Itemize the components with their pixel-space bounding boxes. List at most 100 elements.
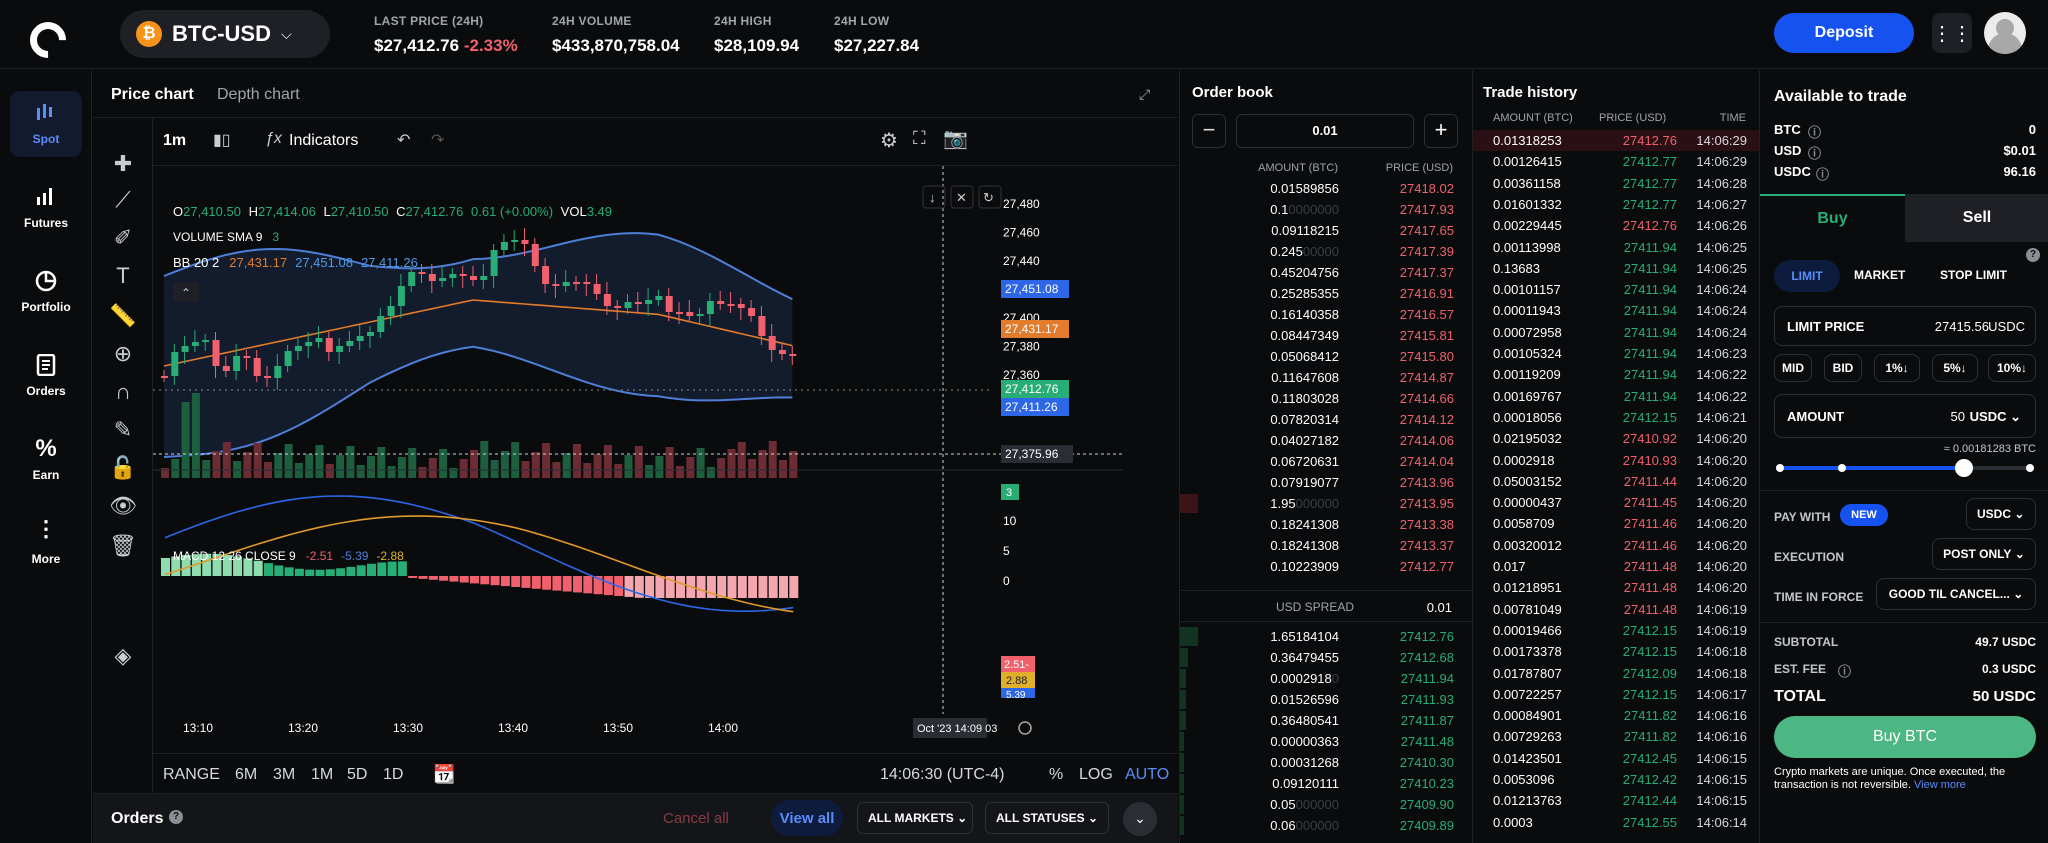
bid-row[interactable]: 0.00031268 27410.30 <box>1180 752 1472 773</box>
fullscreen-icon[interactable]: ⛶ <box>913 128 926 148</box>
ask-row[interactable]: 0.11803028 27414.66 <box>1180 388 1472 409</box>
price-chart[interactable]: O27,410.50 H27,414.06 L27,410.50 C27,412… <box>153 166 1178 753</box>
execution-dropdown[interactable]: POST ONLY ⌄ <box>1932 538 2036 570</box>
range-1d[interactable]: 1D <box>383 766 404 783</box>
range-1m[interactable]: 1M <box>311 766 334 783</box>
tab-price-chart[interactable]: Price chart <box>111 86 194 103</box>
expand-icon[interactable]: ⤢ <box>1139 86 1151 102</box>
candle-type-icon[interactable]: ▮▯ <box>213 132 231 149</box>
nav-orders[interactable]: Orders <box>10 343 82 409</box>
bid-row[interactable]: 0.00029180 27411.94 <box>1180 668 1472 689</box>
limit-price-field[interactable]: LIMIT PRICE 27415.56 USDC <box>1774 306 2036 346</box>
bid-row[interactable]: 0.09120111 27410.23 <box>1180 773 1472 794</box>
minus-10pct-button[interactable]: 10%↓ <box>1988 354 2036 382</box>
range-6m[interactable]: 6M <box>235 766 258 783</box>
coinbase-logo-icon[interactable] <box>22 14 74 66</box>
pay-with-dropdown[interactable]: USDC ⌄ <box>1966 498 2036 530</box>
clock-display[interactable]: 14:06:30 (UTC-4) <box>880 766 1005 783</box>
ask-row[interactable]: 0.05068412 27415.80 <box>1180 346 1472 367</box>
buy-btc-button[interactable]: Buy BTC <box>1774 716 2036 758</box>
percent-scale-toggle[interactable]: % <box>1049 766 1064 783</box>
lock-icon[interactable]: 🔓 <box>109 455 137 480</box>
bid-row[interactable]: 0.01526596 27411.93 <box>1180 689 1472 710</box>
ask-row[interactable]: 0.24500000 27417.39 <box>1180 241 1472 262</box>
ask-row[interactable]: 0.25285355 27416.91 <box>1180 283 1472 304</box>
minus-5pct-button[interactable]: 5%↓ <box>1932 354 1978 382</box>
help-icon[interactable]: ? <box>2026 248 2040 262</box>
ask-row[interactable]: 0.06720631 27414.04 <box>1180 451 1472 472</box>
ruler-icon[interactable]: 📏 <box>109 303 137 328</box>
ask-row[interactable]: 0.16140358 27416.57 <box>1180 304 1472 325</box>
decrease-increment-button[interactable]: − <box>1192 114 1226 148</box>
chart-settings-icon[interactable] <box>1018 721 1032 735</box>
nav-spot[interactable]: Spot <box>10 91 82 157</box>
nav-futures[interactable]: Futures <box>10 175 82 241</box>
brush-icon[interactable]: ✐ <box>113 225 133 250</box>
layers-icon[interactable]: ◈ <box>114 643 132 668</box>
ask-row[interactable]: 0.10223909 27412.77 <box>1180 556 1472 577</box>
text-tool-icon[interactable]: T <box>116 263 130 288</box>
ask-row[interactable]: 0.11647608 27414.87 <box>1180 367 1472 388</box>
info-icon[interactable]: ⓘ <box>1816 167 1830 182</box>
tif-dropdown[interactable]: GOOD TIL CANCEL... ⌄ <box>1876 578 2036 610</box>
ask-row[interactable]: 0.10000000 27417.93 <box>1180 199 1472 220</box>
pane-controls[interactable]: ↓ ✕ ↻ <box>922 185 1002 209</box>
nav-more[interactable]: ⋮ More <box>10 511 82 577</box>
order-type-stop-limit[interactable]: STOP LIMIT <box>1940 268 2007 282</box>
zoom-in-icon[interactable]: ⊕ <box>113 341 133 366</box>
indicators-button[interactable]: Indicators <box>289 132 359 149</box>
cancel-all-button[interactable]: Cancel all <box>663 810 729 827</box>
pair-selector[interactable]: ₿ BTC-USD ⌵ <box>120 10 330 58</box>
ask-row[interactable]: 0.18241308 27413.38 <box>1180 514 1472 535</box>
sell-tab[interactable]: Sell <box>1905 194 2048 242</box>
info-icon[interactable]: ⓘ <box>1808 146 1822 161</box>
minus-1pct-button[interactable]: 1%↓ <box>1874 354 1920 382</box>
slider-handle[interactable] <box>1955 459 1973 477</box>
order-type-market[interactable]: MARKET <box>1854 268 1906 282</box>
bid-row[interactable]: 0.06000000 27409.89 <box>1180 815 1472 836</box>
log-scale-toggle[interactable]: LOG <box>1079 766 1113 783</box>
order-type-limit[interactable]: LIMIT <box>1774 260 1840 292</box>
ask-row[interactable]: 0.09118215 27417.65 <box>1180 220 1472 241</box>
info-icon[interactable]: ⓘ <box>1838 664 1852 679</box>
pencil-lock-icon[interactable]: ✎ <box>113 417 133 442</box>
undo-icon[interactable]: ↶ <box>397 132 411 149</box>
ask-row[interactable]: 0.45204756 27417.37 <box>1180 262 1472 283</box>
mid-price-button[interactable]: MID <box>1774 354 1812 382</box>
eye-icon[interactable]: 👁 <box>109 493 137 518</box>
ask-row[interactable]: 0.08447349 27415.81 <box>1180 325 1472 346</box>
magnet-icon[interactable]: ∩ <box>115 379 131 404</box>
chevron-down-icon[interactable]: ⌄ <box>1123 802 1157 836</box>
apps-grid-icon[interactable]: ⋮⋮ <box>1932 13 1972 53</box>
deposit-button[interactable]: Deposit <box>1774 13 1914 53</box>
info-icon[interactable]: ? <box>169 810 183 824</box>
increment-value[interactable]: 0.01 <box>1236 114 1414 148</box>
increase-increment-button[interactable]: + <box>1424 114 1458 148</box>
info-icon[interactable]: ⓘ <box>1808 125 1822 140</box>
statuses-dropdown[interactable]: ALL STATUSES ⌄ <box>985 802 1109 834</box>
interval-selector[interactable]: 1m <box>163 132 187 149</box>
bid-row[interactable]: 0.00000363 27411.48 <box>1180 731 1472 752</box>
nav-portfolio[interactable]: Portfolio <box>10 259 82 325</box>
range-5d[interactable]: 5D <box>347 766 368 783</box>
crosshair-icon[interactable]: ✚ <box>113 151 133 176</box>
ask-row[interactable]: 0.07820314 27414.12 <box>1180 409 1472 430</box>
settings-gear-icon[interactable]: ⚙ <box>880 130 898 152</box>
auto-scale-toggle[interactable]: AUTO <box>1125 766 1170 783</box>
nav-earn[interactable]: % Earn <box>10 427 82 493</box>
trendline-icon[interactable]: ⟋ <box>115 187 131 212</box>
markets-dropdown[interactable]: ALL MARKETS ⌄ <box>857 802 973 834</box>
range-3m[interactable]: 3M <box>273 766 296 783</box>
date-range-icon[interactable]: 📆 <box>433 764 456 784</box>
bid-row[interactable]: 0.36479455 27412.68 <box>1180 647 1472 668</box>
bid-row[interactable]: 0.36480541 27411.87 <box>1180 710 1472 731</box>
trash-icon[interactable]: 🗑 <box>109 533 137 558</box>
function-icon[interactable]: ƒx <box>265 130 282 147</box>
amount-unit-dropdown[interactable]: USDC ⌄ <box>1969 409 2021 424</box>
bid-row[interactable]: 0.05000000 27409.90 <box>1180 794 1472 815</box>
amount-field[interactable]: AMOUNT 50 USDC ⌄ <box>1774 394 2036 438</box>
tab-depth-chart[interactable]: Depth chart <box>217 86 300 103</box>
ask-row[interactable]: 0.04027182 27414.06 <box>1180 430 1472 451</box>
buy-tab[interactable]: Buy <box>1760 194 1905 242</box>
ask-row[interactable]: 1.95000000 27413.95 <box>1180 493 1472 514</box>
